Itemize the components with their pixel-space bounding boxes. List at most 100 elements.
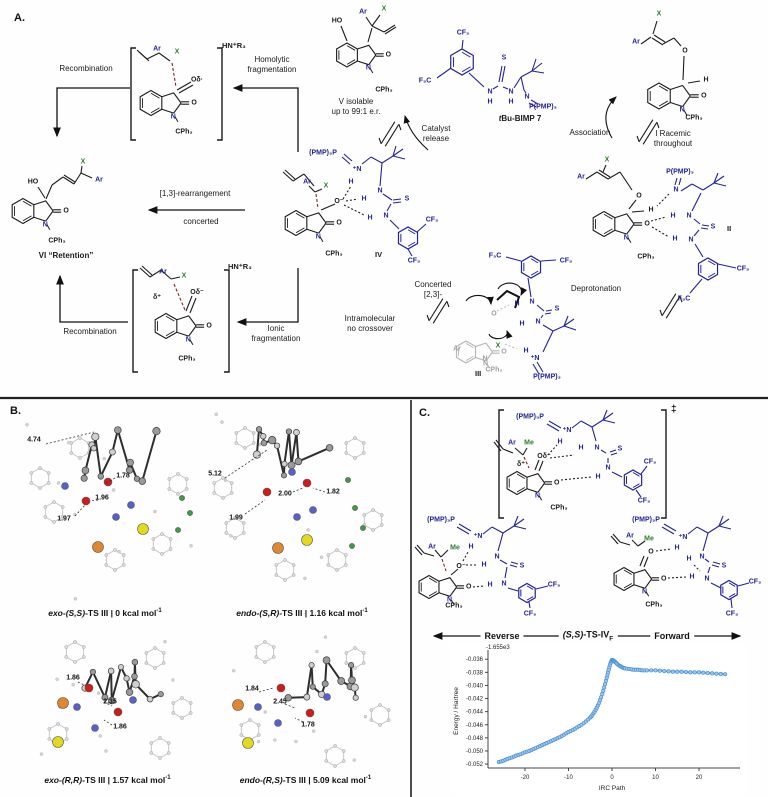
b-caption-endo-sr: endo-(S,R)-TS III | 1.16 kcal mol-1 — [236, 608, 368, 618]
atom-label: Ar — [632, 38, 640, 46]
atom-label: H — [519, 320, 525, 328]
atom-label: N — [688, 236, 694, 244]
glyph-atom-label: N — [170, 113, 176, 120]
caption-vi-retention: VI “Retention” — [38, 251, 94, 260]
y-axis-label: Energy / Hartree — [453, 687, 460, 735]
b-caption-endo-rs: endo-(R,S)-TS III | 5.09 kcal mol-1 — [239, 775, 372, 785]
distance-label: 1.86 — [66, 674, 80, 682]
atom-label: CPh₃ — [685, 114, 703, 122]
atom-label: CPh₃ — [48, 237, 66, 245]
atom-label: Oδ⁻ — [537, 453, 551, 460]
atom-label: X — [181, 272, 187, 280]
atom-label: δ⁺ — [517, 461, 525, 468]
caption-substrate-i: I Racemic throughout — [653, 129, 693, 148]
atom-label: Ar — [95, 176, 103, 184]
atom-label: (PMP)₃P — [632, 516, 660, 524]
atom-label: X — [604, 156, 610, 164]
atom-label: CPh₃ — [178, 355, 196, 363]
glyph-atom-label: O — [191, 99, 197, 107]
label-association: Association — [569, 128, 611, 137]
atom-label: Me — [644, 535, 654, 543]
atom-label: N — [377, 187, 383, 195]
atom-label: δ⁺ — [153, 294, 161, 301]
distance-label: 2.45 — [273, 698, 287, 706]
atom-label: N — [501, 580, 507, 588]
atom-label: HO — [331, 17, 343, 25]
distance-label: 1.78 — [301, 721, 315, 729]
atom-label: S — [554, 305, 560, 313]
label-ionic-fragmentation: Ionic fragmentation — [251, 324, 301, 343]
atom-label: H — [648, 206, 654, 214]
atom-label: (PMP)₃P — [427, 516, 455, 524]
label-iii: III — [475, 369, 482, 378]
atom-label: Me — [524, 439, 534, 447]
distance-label: 1.84 — [245, 685, 259, 693]
atom-label: CPh₃ — [375, 86, 393, 94]
atom-label: Oδ· — [190, 76, 204, 84]
label-recombination-bottom: Recombination — [63, 327, 117, 336]
glyph-atom-label: N — [534, 492, 540, 500]
glyph-atom-label: N — [42, 221, 48, 228]
atom-label: N — [686, 212, 692, 220]
atom-label: Me — [450, 544, 460, 552]
irc-plot: -0.036 -0.038 -0.040 -0.042 -0.044 -0.046 -0.0… — [450, 642, 746, 794]
atom-label: Oδ⁻ — [190, 289, 204, 296]
label-hnr3-top: HN⁺R₃ — [222, 41, 246, 50]
atom-label: H — [361, 195, 367, 203]
label-ii: II — [727, 224, 732, 233]
y-tick-label: -0.036 — [466, 657, 484, 663]
atom-label: ⁺N — [678, 534, 688, 541]
atom-label: X — [80, 158, 86, 166]
glyph-atom-label: O — [385, 51, 392, 59]
atom-label: CF₃ — [547, 581, 561, 589]
atom-label: X — [381, 5, 387, 13]
atom-label: O⁻ — [456, 563, 466, 570]
glyph-atom-label: N — [446, 596, 452, 604]
glyph-atom-label: O — [465, 583, 472, 591]
atom-label: N — [673, 186, 679, 194]
atom-label: N — [508, 88, 514, 96]
label-intramolecular: Intramolecular no crossover — [344, 314, 396, 333]
atom-label: X — [656, 10, 662, 18]
atom-label: CF₃ — [407, 257, 421, 265]
atom-label: CF₃ — [725, 610, 739, 618]
glyph-atom-label: N — [365, 64, 371, 72]
atom-label: P(PMP)₃ — [529, 103, 557, 111]
x-tick-label: 20 — [696, 775, 703, 781]
atom-label: CPh₃ — [445, 602, 463, 610]
atom-label: S — [501, 54, 507, 62]
atom-label: Ar — [453, 345, 461, 353]
label-homolytic-fragmentation: Homolytic fragmentation — [247, 55, 297, 74]
atom-label: CF₃ — [637, 497, 651, 505]
x-tick-label: -10 — [564, 775, 573, 781]
atom-label: N — [699, 553, 705, 561]
band-reverse: Reverse — [480, 631, 524, 641]
atom-label: H — [689, 573, 695, 581]
atom-label: CF₃ — [425, 216, 439, 224]
caption-catalyst-7: tBu-BIMP 7 — [498, 114, 542, 123]
glyph-atom-label: O — [644, 220, 650, 228]
atom-label: HO — [27, 178, 39, 186]
atom-label: ⁺N — [530, 355, 540, 362]
distance-label: 1.86 — [113, 723, 127, 731]
glyph-atom-label: O — [336, 219, 342, 227]
atom-label: CF₃ — [643, 458, 657, 466]
atom-label: Ar — [577, 173, 585, 181]
glyph-atom-label: N — [315, 233, 321, 240]
atom-label: CF₃ — [736, 265, 750, 273]
atom-label: CF₃ — [748, 578, 762, 586]
atom-label: CF₃ — [523, 610, 537, 618]
atom-label: O — [491, 310, 497, 318]
atom-label: N — [535, 318, 541, 326]
label-hnr3-bottom: HN⁺R₃ — [228, 262, 252, 271]
atom-label: H — [508, 98, 514, 106]
caption-v: V isolable up to 99:1 e.r. — [331, 97, 381, 116]
atom-label: H — [348, 178, 354, 186]
atom-label: ⁺N — [562, 427, 572, 434]
y-tick-label: -0.044 — [466, 710, 484, 716]
atom-label: N — [605, 464, 611, 472]
atom-label: X — [323, 182, 329, 190]
atom-label: Ar — [428, 543, 436, 551]
atom-label: ⁺N — [352, 166, 362, 173]
